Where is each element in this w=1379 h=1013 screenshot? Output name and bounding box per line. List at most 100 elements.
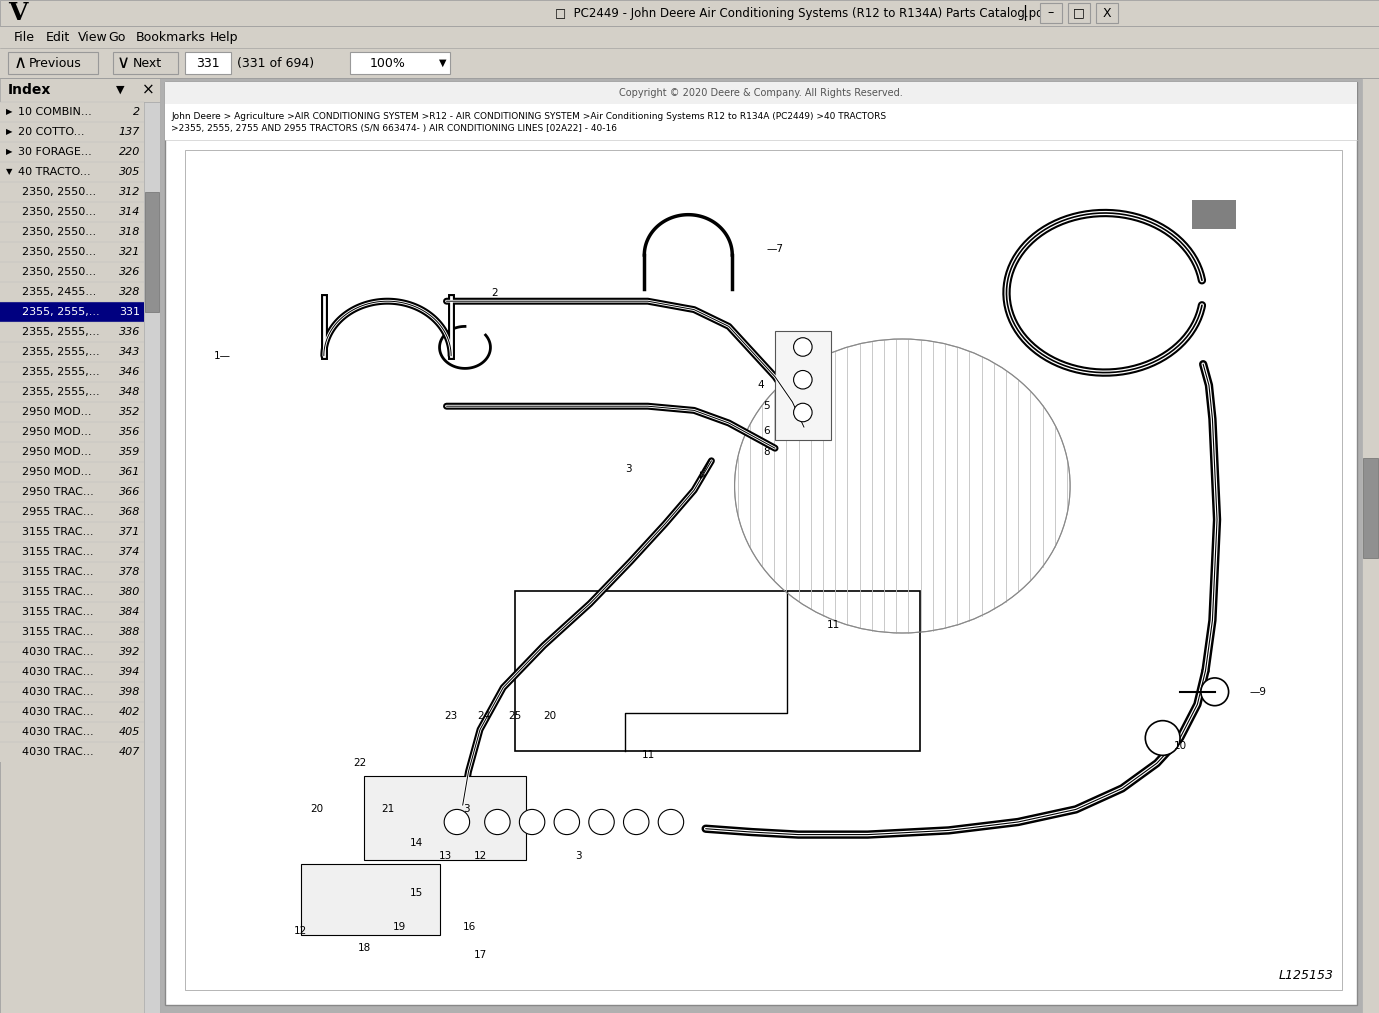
Text: 2350, 2550...: 2350, 2550... xyxy=(22,227,97,237)
Text: 13: 13 xyxy=(439,851,452,861)
Text: 331: 331 xyxy=(196,57,219,70)
Bar xyxy=(0,702,143,722)
Text: 8: 8 xyxy=(764,448,769,458)
Text: File: File xyxy=(14,30,34,44)
Bar xyxy=(1040,3,1062,23)
Circle shape xyxy=(793,337,812,357)
Text: 331: 331 xyxy=(119,307,141,317)
Text: 3155 TRAC...: 3155 TRAC... xyxy=(22,607,94,617)
Bar xyxy=(0,362,143,382)
Text: 326: 326 xyxy=(119,267,141,277)
Text: 11: 11 xyxy=(827,620,840,630)
Text: —9: —9 xyxy=(1249,687,1266,697)
Text: 2950 MOD...: 2950 MOD... xyxy=(22,407,91,417)
Text: 361: 361 xyxy=(119,467,141,477)
Text: 4030 TRAC...: 4030 TRAC... xyxy=(22,727,94,737)
Text: 4030 TRAC...: 4030 TRAC... xyxy=(22,747,94,757)
Text: 394: 394 xyxy=(119,667,141,677)
Text: 15: 15 xyxy=(410,888,423,899)
Bar xyxy=(0,322,143,342)
Bar xyxy=(0,462,143,482)
Text: ▼: ▼ xyxy=(440,58,447,68)
Bar xyxy=(1191,200,1236,229)
Text: 1—: 1— xyxy=(214,350,232,361)
Bar xyxy=(0,142,143,162)
Text: 2950 MOD...: 2950 MOD... xyxy=(22,447,91,457)
Bar xyxy=(165,82,1357,1005)
Text: 6: 6 xyxy=(764,426,769,437)
Text: Index: Index xyxy=(8,83,51,97)
Text: 398: 398 xyxy=(119,687,141,697)
Text: 20 COTTO...: 20 COTTO... xyxy=(18,127,84,137)
Bar xyxy=(0,182,143,202)
Text: 305: 305 xyxy=(119,167,141,177)
Text: 318: 318 xyxy=(119,227,141,237)
Text: John Deere > Agriculture >AIR CONDITIONING SYSTEM >R12 - AIR CONDITIONING SYSTEM: John Deere > Agriculture >AIR CONDITIONI… xyxy=(171,112,887,121)
Text: 407: 407 xyxy=(119,747,141,757)
Text: Previous: Previous xyxy=(29,57,81,70)
Text: V: V xyxy=(8,1,28,25)
Text: ∧: ∧ xyxy=(14,54,26,72)
Bar xyxy=(0,48,1379,78)
Text: 348: 348 xyxy=(119,387,141,397)
Bar xyxy=(0,522,143,542)
Text: 12: 12 xyxy=(473,851,487,861)
Bar xyxy=(0,642,143,663)
Bar xyxy=(0,562,143,582)
Text: 16: 16 xyxy=(463,922,476,932)
Text: 3155 TRAC...: 3155 TRAC... xyxy=(22,527,94,537)
Bar xyxy=(0,682,143,702)
Text: □  PC2449 - John Deere Air Conditioning Systems (R12 to R134A) Parts Catalog.pdf: □ PC2449 - John Deere Air Conditioning S… xyxy=(554,6,1048,19)
Bar xyxy=(0,302,143,322)
Bar xyxy=(185,52,232,74)
Bar xyxy=(0,663,143,682)
Text: 2950 TRAC...: 2950 TRAC... xyxy=(22,487,94,497)
Text: 2: 2 xyxy=(132,107,141,116)
Text: 405: 405 xyxy=(119,727,141,737)
Text: 352: 352 xyxy=(119,407,141,417)
Text: ▶: ▶ xyxy=(6,148,12,156)
Text: 3: 3 xyxy=(575,851,582,861)
Text: ▼: ▼ xyxy=(6,167,12,176)
Text: 4030 TRAC...: 4030 TRAC... xyxy=(22,647,94,657)
Bar xyxy=(0,242,143,262)
Text: 2955 TRAC...: 2955 TRAC... xyxy=(22,506,94,517)
Text: —7: —7 xyxy=(767,244,785,254)
Text: 20: 20 xyxy=(543,711,556,721)
Circle shape xyxy=(1201,678,1229,706)
Text: 20: 20 xyxy=(310,804,324,814)
Ellipse shape xyxy=(623,809,650,835)
Text: □: □ xyxy=(1073,6,1085,19)
Bar xyxy=(0,502,143,522)
Text: 368: 368 xyxy=(119,506,141,517)
Bar xyxy=(0,622,143,642)
Ellipse shape xyxy=(484,809,510,835)
Text: 380: 380 xyxy=(119,587,141,597)
Text: 366: 366 xyxy=(119,487,141,497)
Text: 4030 TRAC...: 4030 TRAC... xyxy=(22,667,94,677)
Text: Copyright © 2020 Deere & Company. All Rights Reserved.: Copyright © 2020 Deere & Company. All Ri… xyxy=(619,88,903,98)
Text: Next: Next xyxy=(132,57,161,70)
Bar xyxy=(0,282,143,302)
Text: View: View xyxy=(79,30,108,44)
Bar xyxy=(0,722,143,742)
Text: 402: 402 xyxy=(119,707,141,717)
Text: 2: 2 xyxy=(491,288,498,298)
Text: 3155 TRAC...: 3155 TRAC... xyxy=(22,627,94,637)
Text: 11: 11 xyxy=(643,750,655,760)
Ellipse shape xyxy=(735,339,1070,633)
Bar xyxy=(0,422,143,442)
Bar xyxy=(113,52,178,74)
Text: 3155 TRAC...: 3155 TRAC... xyxy=(22,567,94,577)
Text: 2355, 2455...: 2355, 2455... xyxy=(22,287,97,297)
Text: 2950 MOD...: 2950 MOD... xyxy=(22,467,91,477)
Text: L125153: L125153 xyxy=(1278,969,1333,982)
Text: 356: 356 xyxy=(119,427,141,437)
Text: 321: 321 xyxy=(119,247,141,257)
Text: 14: 14 xyxy=(410,838,423,848)
Bar xyxy=(143,102,160,1013)
Text: 314: 314 xyxy=(119,207,141,217)
Text: 3: 3 xyxy=(463,804,469,814)
Text: (331 of 694): (331 of 694) xyxy=(237,57,314,70)
Text: 328: 328 xyxy=(119,287,141,297)
